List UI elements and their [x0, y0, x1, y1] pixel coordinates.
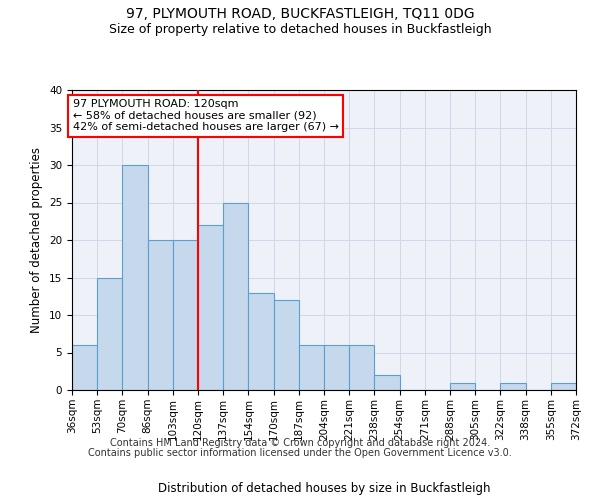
- Bar: [299, 345, 324, 390]
- Bar: [500, 382, 526, 390]
- Bar: [122, 165, 148, 390]
- Bar: [374, 375, 400, 390]
- Bar: [223, 202, 248, 390]
- Text: Distribution of detached houses by size in Buckfastleigh: Distribution of detached houses by size …: [158, 482, 490, 495]
- Bar: [324, 345, 349, 390]
- Bar: [349, 345, 374, 390]
- Bar: [248, 292, 274, 390]
- Bar: [173, 240, 198, 390]
- Bar: [198, 225, 223, 390]
- Bar: [97, 278, 122, 390]
- Y-axis label: Number of detached properties: Number of detached properties: [31, 147, 43, 333]
- Text: Contains HM Land Registry data © Crown copyright and database right 2024.: Contains HM Land Registry data © Crown c…: [110, 438, 490, 448]
- Bar: [274, 300, 299, 390]
- Text: Contains public sector information licensed under the Open Government Licence v3: Contains public sector information licen…: [88, 448, 512, 458]
- Bar: [551, 382, 576, 390]
- Text: 97 PLYMOUTH ROAD: 120sqm
← 58% of detached houses are smaller (92)
42% of semi-d: 97 PLYMOUTH ROAD: 120sqm ← 58% of detach…: [73, 99, 338, 132]
- Text: 97, PLYMOUTH ROAD, BUCKFASTLEIGH, TQ11 0DG: 97, PLYMOUTH ROAD, BUCKFASTLEIGH, TQ11 0…: [125, 8, 475, 22]
- Bar: [72, 345, 97, 390]
- Text: Size of property relative to detached houses in Buckfastleigh: Size of property relative to detached ho…: [109, 22, 491, 36]
- Bar: [148, 240, 173, 390]
- Bar: [450, 382, 475, 390]
